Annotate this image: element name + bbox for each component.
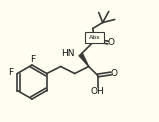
Text: F: F [8,68,13,77]
FancyBboxPatch shape [85,32,104,43]
Text: O: O [107,38,114,47]
Polygon shape [79,53,89,66]
Text: HN: HN [61,49,75,58]
Text: OH: OH [91,87,105,96]
Text: O: O [110,69,117,78]
Text: F: F [30,56,36,65]
Text: Abs: Abs [89,35,100,40]
